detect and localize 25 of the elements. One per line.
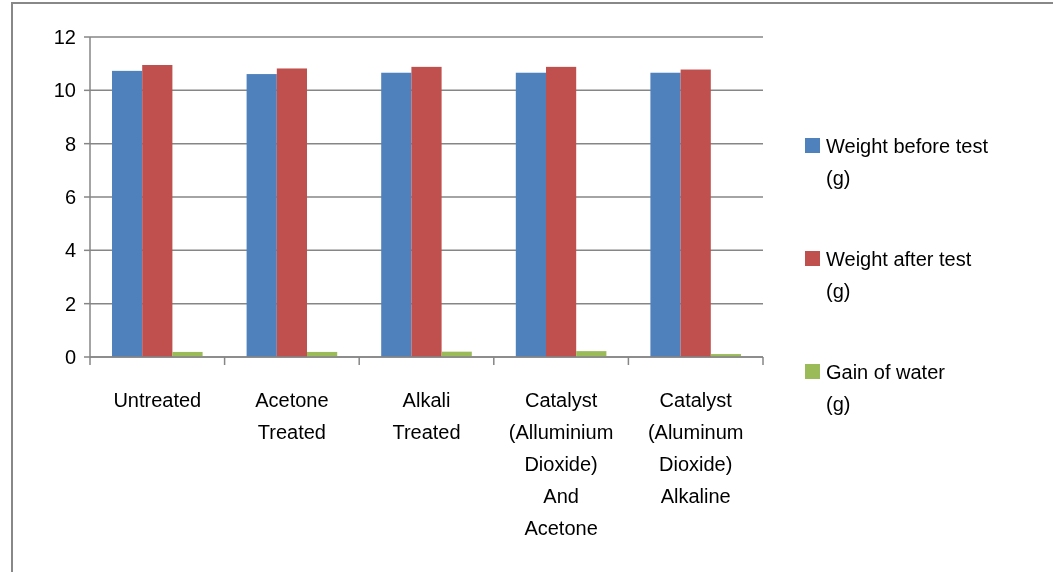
x-tick-label: Acetone Treated	[255, 389, 329, 443]
x-tick-label: Catalyst (Aluminum Dioxide) Alkaline	[647, 389, 744, 507]
y-tick-label: 10	[53, 79, 76, 102]
legend-label: Weight before test (g)	[826, 135, 989, 189]
bar	[546, 66, 577, 357]
y-tick-label: 0	[64, 346, 76, 368]
bar	[381, 72, 412, 357]
bar	[276, 68, 307, 357]
bar	[680, 69, 711, 357]
x-tick-label: Catalyst (Alluminium Dioxide) And Acetone	[508, 389, 614, 539]
y-tick-label: 4	[64, 239, 76, 262]
bar	[246, 74, 277, 357]
bar	[650, 72, 681, 357]
bar	[411, 66, 442, 357]
bar	[112, 70, 143, 357]
y-tick-label: 8	[64, 132, 76, 155]
bar	[515, 72, 546, 357]
x-tick-label: Alkali Treated	[392, 389, 461, 443]
y-tick-label: 6	[64, 186, 76, 208]
y-tick-label: 12	[53, 26, 76, 48]
bar	[142, 65, 173, 357]
legend-label: Gain of water (g)	[826, 361, 946, 415]
legend-label: Weight after test (g)	[826, 248, 972, 302]
y-tick-label: 2	[64, 292, 76, 315]
x-tick-label: Untreated	[113, 389, 202, 411]
